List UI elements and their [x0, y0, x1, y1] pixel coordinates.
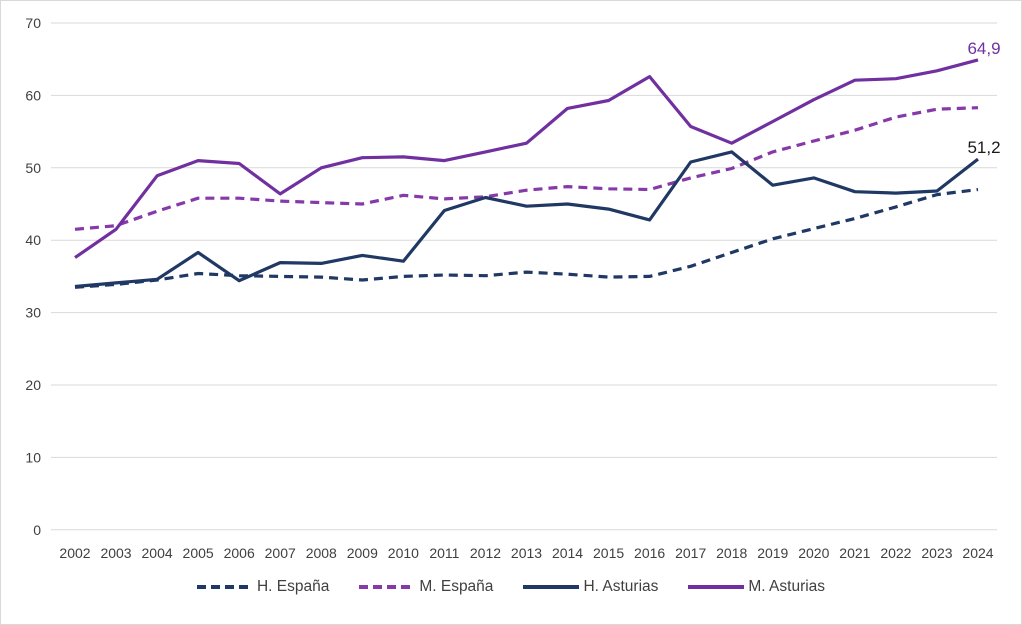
series-line-h-asturias — [74, 150, 979, 289]
x-axis-tick-label: 2009 — [347, 545, 378, 561]
chart-legend: H. España M. España H. Asturias M. Astur… — [1, 578, 1021, 596]
legend-item-m-espana: M. España — [359, 578, 493, 596]
y-axis-tick-label: 20 — [25, 377, 41, 393]
legend-solid-line-sample — [688, 585, 745, 589]
x-axis-tick-label: 2007 — [265, 545, 296, 561]
x-axis-tick-label: 2016 — [634, 545, 665, 561]
legend-label-h-asturias: H. Asturias — [583, 578, 659, 595]
x-axis-tick-label: 2012 — [470, 545, 501, 561]
x-axis-tick-label: 2002 — [59, 545, 90, 561]
y-axis-tick-label: 70 — [25, 15, 41, 31]
y-axis-tick-label: 0 — [33, 522, 41, 538]
x-axis-tick-label: 2019 — [757, 545, 788, 561]
legend-label-m-espana: M. España — [419, 578, 494, 595]
data-label: 64,9 — [967, 39, 1000, 58]
x-axis-tick-label: 2004 — [142, 545, 173, 561]
x-axis-tick-label: 2022 — [880, 545, 911, 561]
data-label: 51,2 — [967, 138, 1000, 157]
legend-dashed-line-sample — [196, 585, 253, 589]
x-axis-tick-label: 2008 — [306, 545, 337, 561]
x-axis-tick-label: 2003 — [100, 545, 131, 561]
series-line-h-espa-a — [74, 187, 979, 289]
series-line-m-espa-a — [74, 106, 979, 231]
x-axis-tick-label: 2010 — [388, 545, 419, 561]
x-axis-tick-label: 2017 — [675, 545, 706, 561]
x-axis-tick-label: 2011 — [429, 545, 459, 561]
series-line-m-asturias — [74, 58, 979, 259]
x-axis-tick-label: 2015 — [593, 545, 624, 561]
legend-solid-line-sample — [523, 585, 580, 589]
y-axis-tick-label: 60 — [25, 87, 41, 103]
x-axis-tick-label: 2018 — [716, 545, 747, 561]
legend-dashed-line-sample — [359, 585, 416, 589]
x-axis-tick-label: 2005 — [183, 545, 214, 561]
y-axis-tick-label: 50 — [25, 160, 41, 176]
legend-label-h-espana: H. España — [256, 578, 330, 595]
legend-label-m-asturias: M. Asturias — [748, 578, 826, 595]
x-axis-tick-label: 2024 — [962, 545, 993, 561]
y-axis-tick-label: 10 — [25, 449, 41, 465]
x-axis-tick-label: 2023 — [921, 545, 952, 561]
x-axis-tick-label: 2021 — [839, 545, 870, 561]
x-axis-tick-label: 2013 — [511, 545, 542, 561]
x-axis-tick-label: 2020 — [798, 545, 829, 561]
legend-item-h-espana: H. España — [196, 578, 330, 596]
legend-item-h-asturias: H. Asturias — [523, 578, 658, 596]
x-axis-tick-label: 2014 — [552, 545, 583, 561]
y-axis-tick-label: 30 — [25, 305, 41, 321]
y-axis-tick-label: 40 — [25, 232, 41, 248]
legend-item-m-asturias: M. Asturias — [688, 578, 825, 596]
x-axis-tick-label: 2006 — [224, 545, 255, 561]
